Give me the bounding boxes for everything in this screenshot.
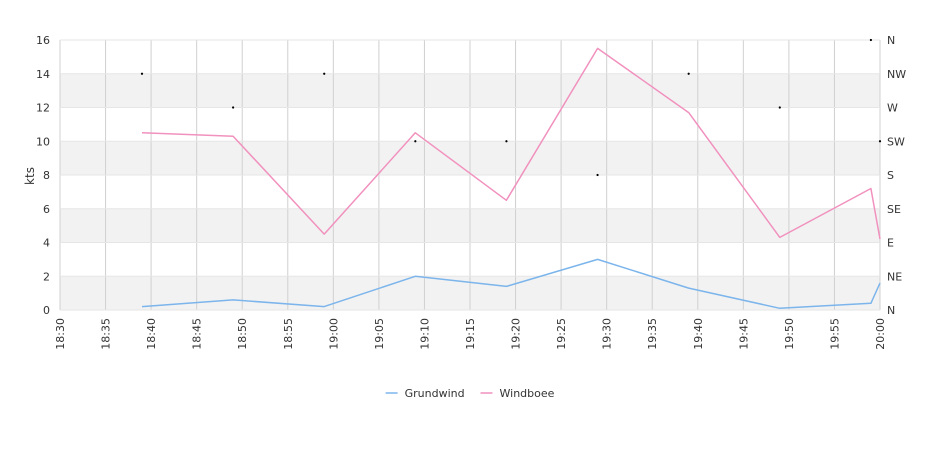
series-lines — [141, 47, 881, 310]
direction-point — [232, 106, 235, 109]
x-tick-label: 19:05 — [373, 318, 386, 350]
y-tick-label: 2 — [43, 270, 50, 283]
y-tick-label: 14 — [36, 68, 50, 81]
direction-tick-label: N — [887, 304, 895, 317]
x-tick-label: 19:35 — [646, 318, 659, 350]
x-tick-label: 18:40 — [145, 318, 158, 350]
x-tick-label: 19:30 — [601, 318, 614, 350]
legend-label: Windboee — [500, 387, 555, 400]
x-tick-label: 19:55 — [828, 318, 841, 350]
direction-axis-ticks: N NE E SE S SW W NW N — [887, 34, 906, 317]
x-tick-label: 19:45 — [737, 318, 750, 350]
direction-tick-label: NW — [887, 68, 906, 81]
y-tick-label: 0 — [43, 304, 50, 317]
direction-tick-label: S — [887, 169, 894, 182]
x-tick-label: 19:00 — [327, 318, 340, 350]
direction-tick-label: SW — [887, 135, 905, 148]
horizontal-grid — [60, 39, 880, 311]
x-tick-label: 18:55 — [282, 318, 295, 350]
direction-points — [140, 38, 882, 177]
x-axis-ticks: 18:30 18:35 18:40 18:45 18:50 18:55 19:00 19:05… — [54, 318, 887, 350]
x-tick-label: 18:50 — [236, 318, 249, 350]
direction-tick-label: NE — [887, 270, 902, 283]
direction-point — [414, 140, 417, 143]
x-tick-label: 19:20 — [510, 318, 523, 350]
direction-tick-label: N — [887, 34, 895, 47]
direction-point — [323, 72, 326, 75]
legend-item[interactable]: Windboee — [480, 387, 555, 400]
x-tick-label: 19:15 — [464, 318, 477, 350]
y-axis-ticks: 0 2 4 6 8 10 12 14 16 — [36, 34, 50, 317]
x-tick-label: 19:10 — [418, 318, 431, 350]
x-tick-label: 19:50 — [783, 318, 796, 350]
y-tick-label: 12 — [36, 102, 50, 115]
x-tick-label: 20:00 — [874, 318, 887, 350]
y-axis-title: kts — [23, 167, 37, 185]
direction-point — [596, 173, 599, 177]
x-tick-label: 18:30 — [54, 318, 67, 350]
direction-tick-label: W — [887, 102, 898, 115]
direction-point — [687, 72, 690, 75]
direction-tick-label: SE — [887, 203, 901, 216]
x-tick-label: 18:45 — [191, 318, 204, 350]
y-tick-label: 16 — [36, 34, 50, 47]
series-line-grundwind — [141, 258, 881, 310]
x-tick-label: 18:35 — [100, 318, 113, 350]
direction-point — [778, 106, 781, 109]
direction-point — [878, 140, 882, 143]
y-tick-label: 10 — [36, 135, 50, 148]
x-tick-label: 19:25 — [555, 318, 568, 350]
direction-point — [869, 38, 872, 42]
legend-item[interactable]: Grundwind — [385, 387, 465, 400]
legend-label: Grundwind — [405, 387, 465, 400]
series-line-windboee — [141, 47, 881, 240]
x-tick-label: 19:40 — [692, 318, 705, 350]
legend: Grundwind Windboee — [385, 387, 555, 400]
direction-tick-label: E — [887, 237, 894, 250]
y-tick-label: 6 — [43, 203, 50, 216]
direction-point — [505, 140, 508, 143]
y-tick-label: 8 — [43, 169, 50, 182]
y-tick-label: 4 — [43, 237, 50, 250]
direction-point — [140, 72, 144, 75]
